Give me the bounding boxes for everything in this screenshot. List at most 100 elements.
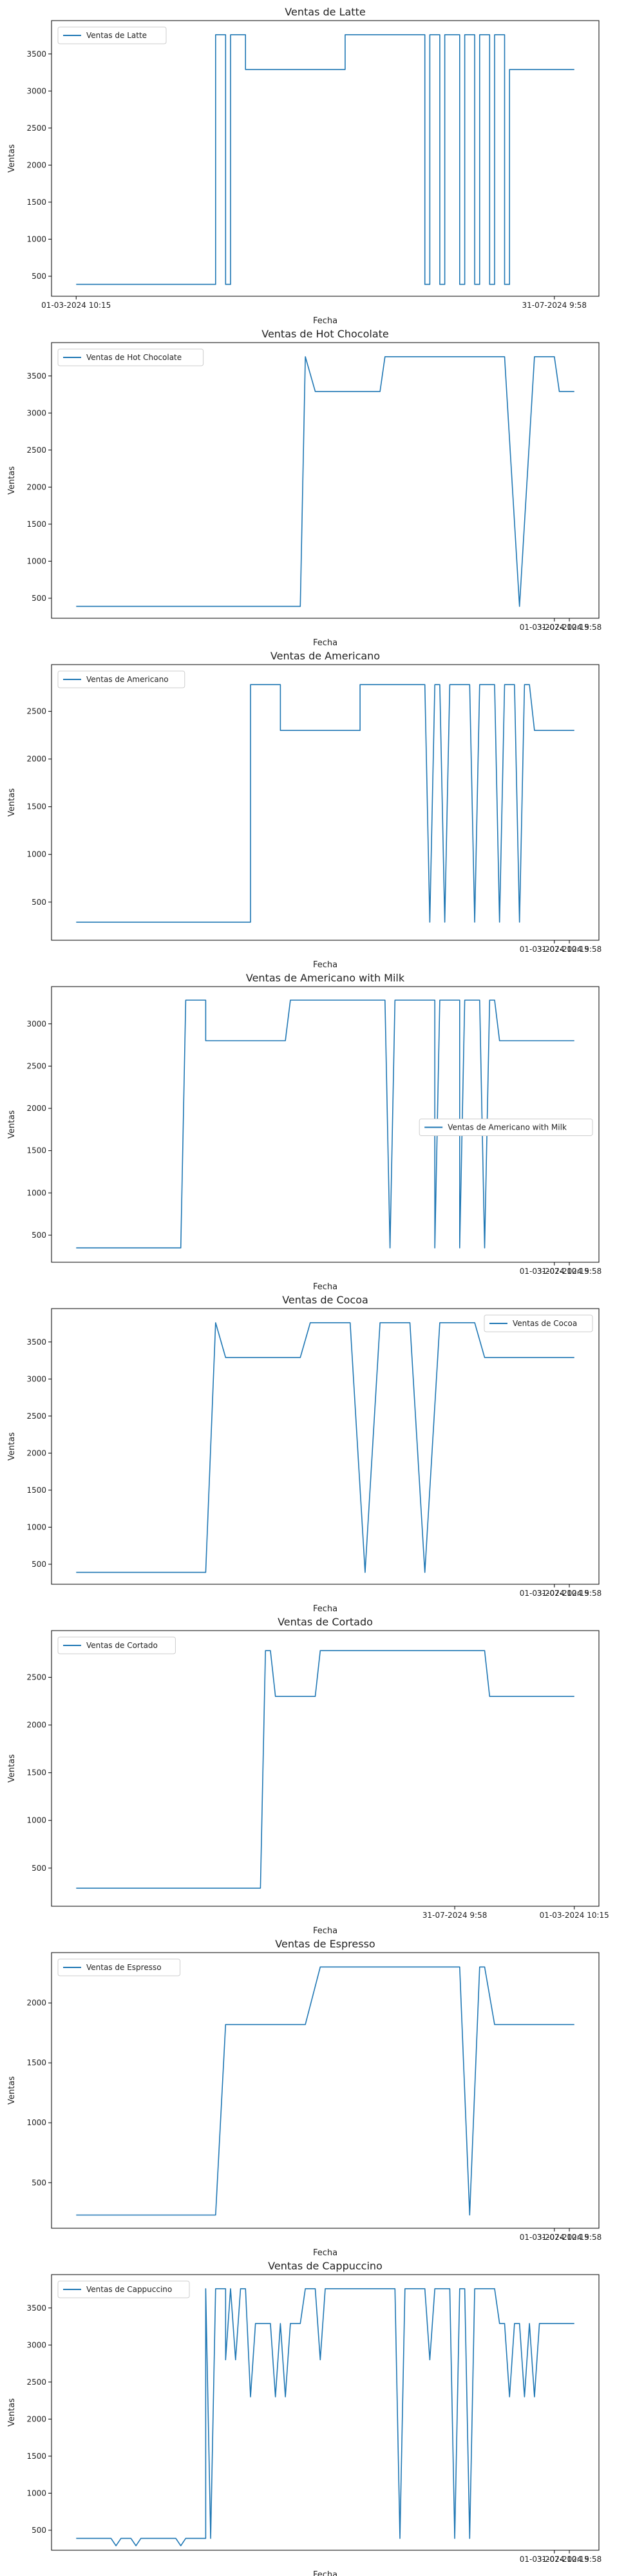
series-line xyxy=(76,356,574,607)
y-tick-label: 500 xyxy=(32,272,46,281)
y-tick-label: 1500 xyxy=(26,198,46,207)
y-tick-label: 3500 xyxy=(26,50,46,59)
chart-panel-3: Ventas de Americano 500 1000 1500 2000 2500 01… xyxy=(7,650,601,970)
y-tick-label: 500 xyxy=(32,898,46,907)
chart-panel-1: Ventas de Latte 500 1000 1500 2000 2500 3000 35… xyxy=(7,6,600,326)
y-tick-label: 1500 xyxy=(26,2452,46,2461)
x-tick-label: 31-07-2024 9:58 xyxy=(537,2233,602,2242)
chart-title: Ventas de Cocoa xyxy=(282,1294,368,1306)
x-axis-label: Fecha xyxy=(313,2248,337,2258)
plot-frame xyxy=(51,1630,600,1907)
x-tick-label: 01-03-2024 10:15 xyxy=(520,623,589,632)
y-tick-label: 1500 xyxy=(26,802,46,811)
y-tick-label: 1000 xyxy=(26,850,46,859)
legend-box xyxy=(57,348,204,366)
y-axis-label: Ventas xyxy=(7,144,17,173)
x-axis-label: Fecha xyxy=(313,1926,337,1936)
legend-box xyxy=(57,670,185,688)
y-tick-label: 1000 xyxy=(26,556,46,565)
chart-title: Ventas de Cappuccino xyxy=(268,2260,383,2272)
chart-panel-2: Ventas de Hot Chocolate 500 1000 1500 2000 25… xyxy=(7,328,601,648)
y-tick-label: 3500 xyxy=(26,2304,46,2313)
y-tick-label: 2000 xyxy=(26,1998,46,2007)
legend: Ventas de Hot Chocolate xyxy=(57,348,204,366)
chart-title: Ventas de Hot Chocolate xyxy=(261,328,389,340)
y-tick-label: 1000 xyxy=(26,1816,46,1825)
legend: Ventas de Americano with Milk xyxy=(419,1118,593,1136)
x-tick-label: 31-07-2024 9:58 xyxy=(537,2555,602,2564)
legend: Ventas de Espresso xyxy=(57,1958,181,1976)
legend: Ventas de Latte xyxy=(57,26,167,44)
series-line xyxy=(76,684,574,923)
x-tick-label: 01-03-2024 10:15 xyxy=(540,1911,609,1920)
plot-frame xyxy=(51,2274,600,2551)
y-tick-label: 2000 xyxy=(26,482,46,491)
y-tick-label: 1000 xyxy=(26,2118,46,2127)
y-tick-label: 3000 xyxy=(26,1019,46,1028)
y-tick-label: 1000 xyxy=(26,1522,46,1531)
y-tick-label: 1500 xyxy=(26,2058,46,2067)
legend-box xyxy=(57,2280,190,2298)
x-tick-label: 31-07-2024 9:58 xyxy=(537,1589,602,1598)
y-tick-label: 500 xyxy=(32,1560,46,1569)
y-tick-label: 2500 xyxy=(26,1412,46,1421)
y-axis-label: Ventas xyxy=(7,2398,17,2427)
series-line xyxy=(76,1650,574,1889)
series-line xyxy=(76,1966,574,2216)
x-tick-label: 01-03-2024 10:15 xyxy=(520,2233,589,2242)
x-axis-label: Fecha xyxy=(313,960,337,970)
y-tick-label: 500 xyxy=(32,2526,46,2535)
legend-label: Ventas de Cortado xyxy=(86,1641,158,1650)
chart-panel-7: Ventas de Espresso 500 1000 1500 2000 01-03-2… xyxy=(7,1938,601,2258)
legend-box xyxy=(57,1636,176,1654)
chart-panel-4: Ventas de Americano with Milk 500 1000 1500… xyxy=(7,972,601,1292)
y-tick-label: 3000 xyxy=(26,2340,46,2349)
legend-label: Ventas de Latte xyxy=(86,31,147,40)
y-tick-label: 1500 xyxy=(26,520,46,529)
x-axis-label: Fecha xyxy=(313,2570,337,2576)
y-tick-label: 1500 xyxy=(26,1768,46,1777)
y-axis-label: Ventas xyxy=(7,788,17,817)
y-axis-label: Ventas xyxy=(7,1754,17,1783)
legend: Ventas de Cortado xyxy=(57,1636,176,1654)
chart-panel-5: Ventas de Cocoa 500 1000 1500 2000 2500 3000 35… xyxy=(7,1294,601,1614)
y-tick-label: 3500 xyxy=(26,372,46,381)
chart-title: Ventas de Latte xyxy=(285,6,365,18)
y-tick-label: 2000 xyxy=(26,1721,46,1730)
x-axis-label: Fecha xyxy=(313,1604,337,1614)
plot-frame xyxy=(51,20,600,297)
legend: Ventas de Americano xyxy=(57,670,185,688)
y-tick-label: 1000 xyxy=(26,234,46,243)
x-tick-label: 01-03-2024 10:15 xyxy=(41,301,111,310)
y-tick-label: 1000 xyxy=(26,1188,46,1197)
y-axis-label: Ventas xyxy=(7,1110,17,1139)
x-axis-label: Fecha xyxy=(313,1282,337,1292)
legend-label: Ventas de Americano xyxy=(86,675,169,684)
y-tick-label: 2500 xyxy=(26,124,46,133)
y-tick-label: 2000 xyxy=(26,160,46,169)
y-tick-label: 3500 xyxy=(26,1338,46,1347)
plot-frame xyxy=(51,664,600,941)
legend: Ventas de Cappuccino xyxy=(57,2280,190,2298)
x-tick-label: 01-03-2024 10:15 xyxy=(520,1267,589,1276)
y-axis-label: Ventas xyxy=(7,466,17,495)
y-tick-label: 2000 xyxy=(26,1448,46,1457)
series-line xyxy=(76,34,574,285)
y-tick-label: 2500 xyxy=(26,446,46,455)
x-axis-label: Fecha xyxy=(313,638,337,648)
y-tick-label: 1500 xyxy=(26,1146,46,1155)
y-tick-label: 2500 xyxy=(26,1673,46,1682)
y-axis-label: Ventas xyxy=(7,2076,17,2105)
chart-panel-8: Ventas de Cappuccino 500 1000 1500 2000 2500 3… xyxy=(7,2260,601,2576)
chart-title: Ventas de Espresso xyxy=(275,1938,375,1950)
legend-label: Ventas de Hot Chocolate xyxy=(86,353,182,362)
legend-label: Ventas de Cocoa xyxy=(513,1319,577,1328)
x-tick-label: 01-03-2024 10:15 xyxy=(520,2555,589,2564)
y-tick-label: 1500 xyxy=(26,1486,46,1495)
x-tick-label: 31-07-2024 9:58 xyxy=(522,301,587,310)
legend-label: Ventas de Espresso xyxy=(86,1963,162,1972)
legend-box xyxy=(57,26,167,44)
legend: Ventas de Cocoa xyxy=(484,1314,593,1332)
y-tick-label: 3000 xyxy=(26,1374,46,1383)
